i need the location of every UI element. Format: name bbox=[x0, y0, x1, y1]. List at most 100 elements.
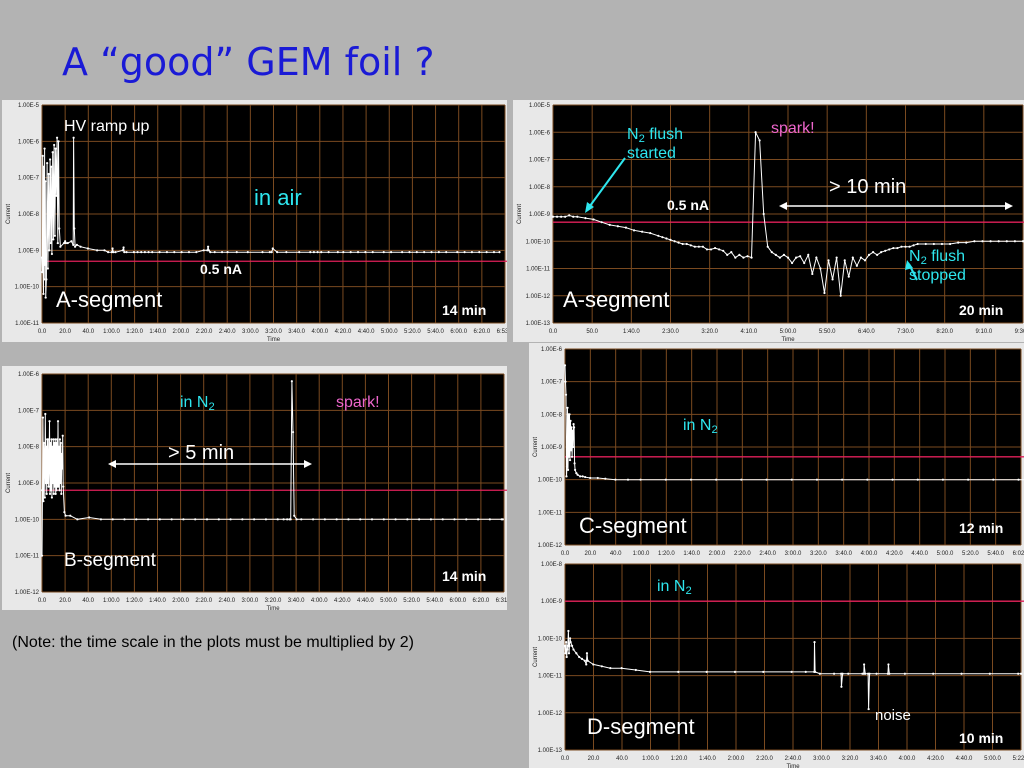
segment-label: D-segment bbox=[587, 714, 695, 739]
y-tick-label: 1.00E-12 bbox=[538, 543, 563, 549]
x-tick-label: 5:00.0 bbox=[381, 329, 398, 335]
data-point bbox=[57, 445, 61, 448]
data-point bbox=[981, 240, 984, 243]
x-tick-label: 4:10.0 bbox=[740, 329, 757, 335]
data-point bbox=[41, 416, 45, 419]
data-point bbox=[298, 251, 301, 254]
data-point bbox=[56, 241, 59, 245]
data-point bbox=[55, 194, 58, 197]
data-point bbox=[136, 251, 139, 254]
x-tick-label: 4:40.0 bbox=[956, 756, 973, 762]
data-point bbox=[564, 215, 567, 218]
data-point bbox=[579, 475, 582, 478]
data-point bbox=[762, 212, 765, 216]
data-point bbox=[88, 516, 91, 519]
data-point bbox=[170, 518, 173, 521]
duration-label: 14 min bbox=[442, 302, 487, 318]
data-point bbox=[620, 667, 623, 670]
x-tick-label: 4:20.0 bbox=[927, 756, 944, 762]
data-point bbox=[900, 245, 903, 248]
data-point bbox=[762, 670, 765, 673]
data-point bbox=[342, 251, 345, 254]
data-point bbox=[585, 652, 589, 655]
data-point bbox=[661, 236, 664, 239]
x-tick-label: 2:20.0 bbox=[195, 598, 212, 604]
data-point bbox=[705, 248, 709, 251]
data-point bbox=[859, 256, 863, 259]
data-point bbox=[665, 237, 668, 240]
data-point bbox=[1017, 478, 1020, 481]
data-point bbox=[584, 216, 587, 220]
x-tick-label: 3:00.0 bbox=[785, 551, 802, 557]
data-point bbox=[888, 248, 891, 251]
data-point bbox=[441, 518, 444, 521]
data-point bbox=[876, 253, 879, 256]
data-point bbox=[555, 215, 559, 218]
footnote: (Note: the time scale in the plots must … bbox=[12, 634, 414, 651]
data-point bbox=[774, 253, 777, 256]
threshold-label: 0.5 nA bbox=[200, 261, 243, 277]
in-n2-label: in N2 bbox=[657, 578, 692, 597]
data-point bbox=[1021, 240, 1024, 243]
x-tick-label: 2:40.0 bbox=[218, 598, 235, 604]
data-point bbox=[565, 655, 568, 659]
data-point bbox=[765, 478, 768, 481]
data-point bbox=[44, 296, 47, 299]
x-tick-label: 1:00.0 bbox=[103, 598, 120, 604]
data-point bbox=[819, 267, 822, 270]
y-tick-label: 1.00E-7 bbox=[18, 408, 40, 414]
y-tick-label: 1.00E-6 bbox=[18, 139, 40, 145]
x-tick-label: 2:40.0 bbox=[219, 329, 236, 335]
data-point bbox=[99, 518, 103, 521]
data-point bbox=[841, 478, 844, 481]
x-tick-label: 40.0 bbox=[610, 551, 622, 557]
data-point bbox=[62, 241, 66, 245]
data-point bbox=[47, 460, 51, 463]
data-point bbox=[847, 672, 850, 675]
data-point bbox=[46, 267, 49, 270]
data-point bbox=[69, 514, 72, 517]
data-point bbox=[485, 251, 488, 254]
data-point bbox=[112, 251, 115, 254]
data-point bbox=[685, 242, 688, 246]
x-tick-label: 2:30.0 bbox=[662, 329, 679, 335]
data-point bbox=[839, 294, 842, 297]
data-point bbox=[664, 478, 667, 481]
data-point bbox=[750, 256, 753, 259]
data-point bbox=[394, 518, 397, 521]
data-point bbox=[52, 238, 55, 241]
data-point bbox=[569, 419, 572, 422]
data-point bbox=[634, 668, 637, 672]
data-point bbox=[567, 652, 571, 655]
x-tick-label: 2:00.0 bbox=[172, 598, 189, 604]
data-point bbox=[44, 412, 47, 416]
data-point bbox=[875, 672, 878, 675]
duration-arrowhead-left bbox=[779, 202, 787, 210]
data-point bbox=[871, 251, 875, 254]
plot-panel-d: 0.0 20.0 40.0 1:00.0 1:20.0 1:40.0 2:00.0 2:20.… bbox=[529, 558, 1024, 768]
data-point bbox=[778, 256, 781, 259]
x-tick-label: 9:10.0 bbox=[975, 329, 992, 335]
data-point bbox=[229, 518, 232, 521]
data-point bbox=[1017, 672, 1020, 675]
data-point bbox=[51, 481, 54, 485]
data-point bbox=[430, 251, 433, 254]
data-point bbox=[988, 672, 991, 675]
data-point bbox=[151, 251, 154, 254]
current-trace bbox=[41, 381, 503, 556]
data-point bbox=[389, 251, 393, 254]
data-point bbox=[79, 245, 82, 248]
data-point bbox=[44, 481, 47, 485]
x-tick-label: 4:00.0 bbox=[311, 329, 328, 335]
duration-label: 20 min bbox=[959, 302, 1004, 318]
data-point bbox=[59, 441, 62, 445]
data-point bbox=[884, 249, 887, 252]
data-point bbox=[697, 245, 700, 248]
data-point bbox=[813, 670, 817, 673]
y-tick-label: 1.00E-9 bbox=[529, 212, 551, 218]
data-point bbox=[59, 481, 62, 485]
x-tick-label: 5:20.0 bbox=[962, 551, 979, 557]
data-point bbox=[311, 518, 315, 521]
y-tick-label: 1.00E-6 bbox=[541, 347, 563, 353]
data-point bbox=[855, 264, 858, 267]
